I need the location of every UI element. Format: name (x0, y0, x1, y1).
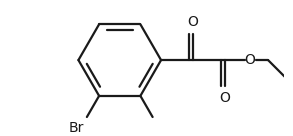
Text: Br: Br (69, 121, 84, 135)
Text: O: O (244, 53, 255, 67)
Text: O: O (219, 91, 230, 105)
Text: O: O (188, 15, 198, 29)
